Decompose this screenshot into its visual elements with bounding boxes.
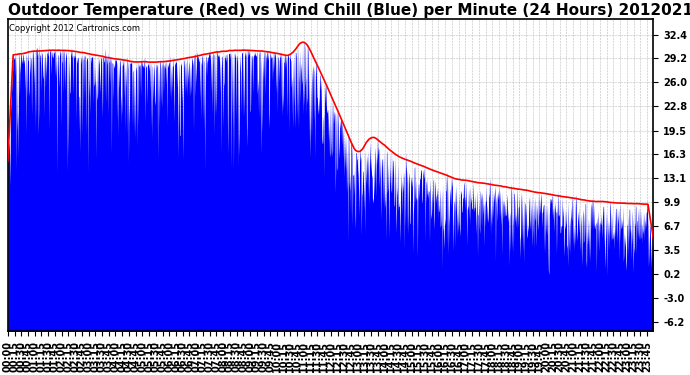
Text: Outdoor Temperature (Red) vs Wind Chill (Blue) per Minute (24 Hours) 20120210: Outdoor Temperature (Red) vs Wind Chill … [8, 3, 690, 18]
Text: Copyright 2012 Cartronics.com: Copyright 2012 Cartronics.com [9, 24, 140, 33]
